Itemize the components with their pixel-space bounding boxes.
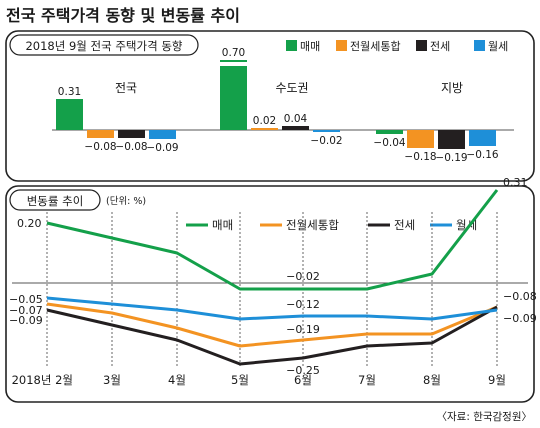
point-labels: 0.200.31−0.02−0.12−0.19−0.25−0.05−0.07−0… xyxy=(9,176,537,377)
point-label: −0.25 xyxy=(286,364,320,377)
bar-2-3 xyxy=(282,126,309,130)
bar-3-3 xyxy=(438,130,465,149)
legend-swatch xyxy=(416,40,427,51)
x-tick-label: 5월 xyxy=(231,373,249,387)
point-label: −0.19 xyxy=(286,323,320,336)
category-label: 수도권 xyxy=(275,81,308,95)
legend-swatch xyxy=(336,40,347,51)
bar-2-4 xyxy=(313,130,340,132)
legend-label: 매매 xyxy=(300,40,320,53)
line-series-4 xyxy=(46,296,498,321)
bar-2-1 xyxy=(220,60,247,130)
bar-break-mark xyxy=(219,62,248,66)
main-title: 전국 주택가격 동향 및 변동률 추이 xyxy=(6,6,240,25)
bar-value-label: −0.18 xyxy=(404,151,436,163)
legend-label: 전월세통합 xyxy=(350,40,401,53)
bar-3-2 xyxy=(407,130,434,148)
legend-label: 전세 xyxy=(430,40,450,53)
bar-value-label: −0.08 xyxy=(115,141,147,153)
bar-value-label: −0.04 xyxy=(373,137,405,149)
bar-3-4 xyxy=(469,130,496,146)
bar-value-label: 0.02 xyxy=(253,115,276,127)
point-label: −0.12 xyxy=(286,298,320,311)
bar-1-2 xyxy=(87,130,114,138)
x-tick-label: 9월 xyxy=(488,373,506,387)
bar-marks: 0.31−0.08−0.08−0.090.700.02 0.04−0.02 −0.0… xyxy=(56,47,499,164)
x-tick-label: 2018년 2월 xyxy=(12,373,73,387)
point-label: −0.07 xyxy=(9,304,43,317)
legend-label: 월세 xyxy=(488,40,508,53)
bar-1-4 xyxy=(149,130,176,139)
line-series-3 xyxy=(46,305,498,366)
point-label: −0.09 xyxy=(503,312,537,325)
point-label: −0.02 xyxy=(286,270,320,283)
x-tick-label: 7월 xyxy=(358,373,376,387)
line-panel-title-pill xyxy=(9,189,101,211)
bar-panel-title-pill xyxy=(9,34,199,56)
point-label: −0.05 xyxy=(9,293,43,306)
line-marks xyxy=(46,189,499,366)
x-tick-labels: 2018년 2월 3월 4월 5월 6월 7월 8월 9월 xyxy=(12,373,506,387)
bar-3-1 xyxy=(376,130,403,134)
bar-value-label: −0.16 xyxy=(466,149,498,161)
bar-value-label: 0.04 xyxy=(284,113,308,125)
line-chart-title: 변동률 추이 xyxy=(27,194,84,208)
line-chart-unit: (단위: %) xyxy=(106,195,146,207)
bar-panel-frame xyxy=(5,30,535,182)
line-panel-frame xyxy=(5,185,535,403)
line-series-1 xyxy=(46,189,499,291)
point-label: 0.31 xyxy=(503,176,528,189)
x-tick-label: 4월 xyxy=(168,373,186,387)
line-legend: 매매 전월세통합 전세 월세 xyxy=(186,218,477,232)
category-label: 지방 xyxy=(441,81,463,95)
source-note: 〈자료: 한국감정원〉 xyxy=(437,411,533,423)
bar-chart-title: 2018년 9월 전국 주택가격 동향 xyxy=(25,39,182,53)
bar-value-label: −0.09 xyxy=(146,142,178,154)
point-label: −0.09 xyxy=(9,314,43,327)
bar-legend: 매매 전월세통합 전세 월세 xyxy=(286,40,508,53)
bar-1-3 xyxy=(118,130,145,138)
legend-label: 매매 xyxy=(212,218,233,232)
legend-label: 전세 xyxy=(394,218,415,232)
point-label: 0.20 xyxy=(17,217,42,230)
x-tick-label: 8월 xyxy=(423,373,441,387)
bar-2-2 xyxy=(251,128,278,130)
x-tick-label: 6월 xyxy=(294,373,312,387)
legend-label: 전월세통합 xyxy=(286,218,339,232)
bar-value-label: 0.70 xyxy=(222,47,245,59)
point-label: −0.08 xyxy=(503,290,537,303)
category-label: 전국 xyxy=(115,81,137,95)
legend-swatch xyxy=(286,40,297,51)
legend-swatch xyxy=(474,40,485,51)
bar-1-1 xyxy=(56,99,83,130)
bar-value-label: 0.31 xyxy=(58,86,81,98)
bar-value-label: −0.08 xyxy=(84,141,116,153)
line-series-2 xyxy=(46,302,498,348)
bar-value-label: −0.02 xyxy=(310,135,342,147)
x-tick-label: 3월 xyxy=(103,373,121,387)
bar-value-label: −0.19 xyxy=(435,152,467,164)
